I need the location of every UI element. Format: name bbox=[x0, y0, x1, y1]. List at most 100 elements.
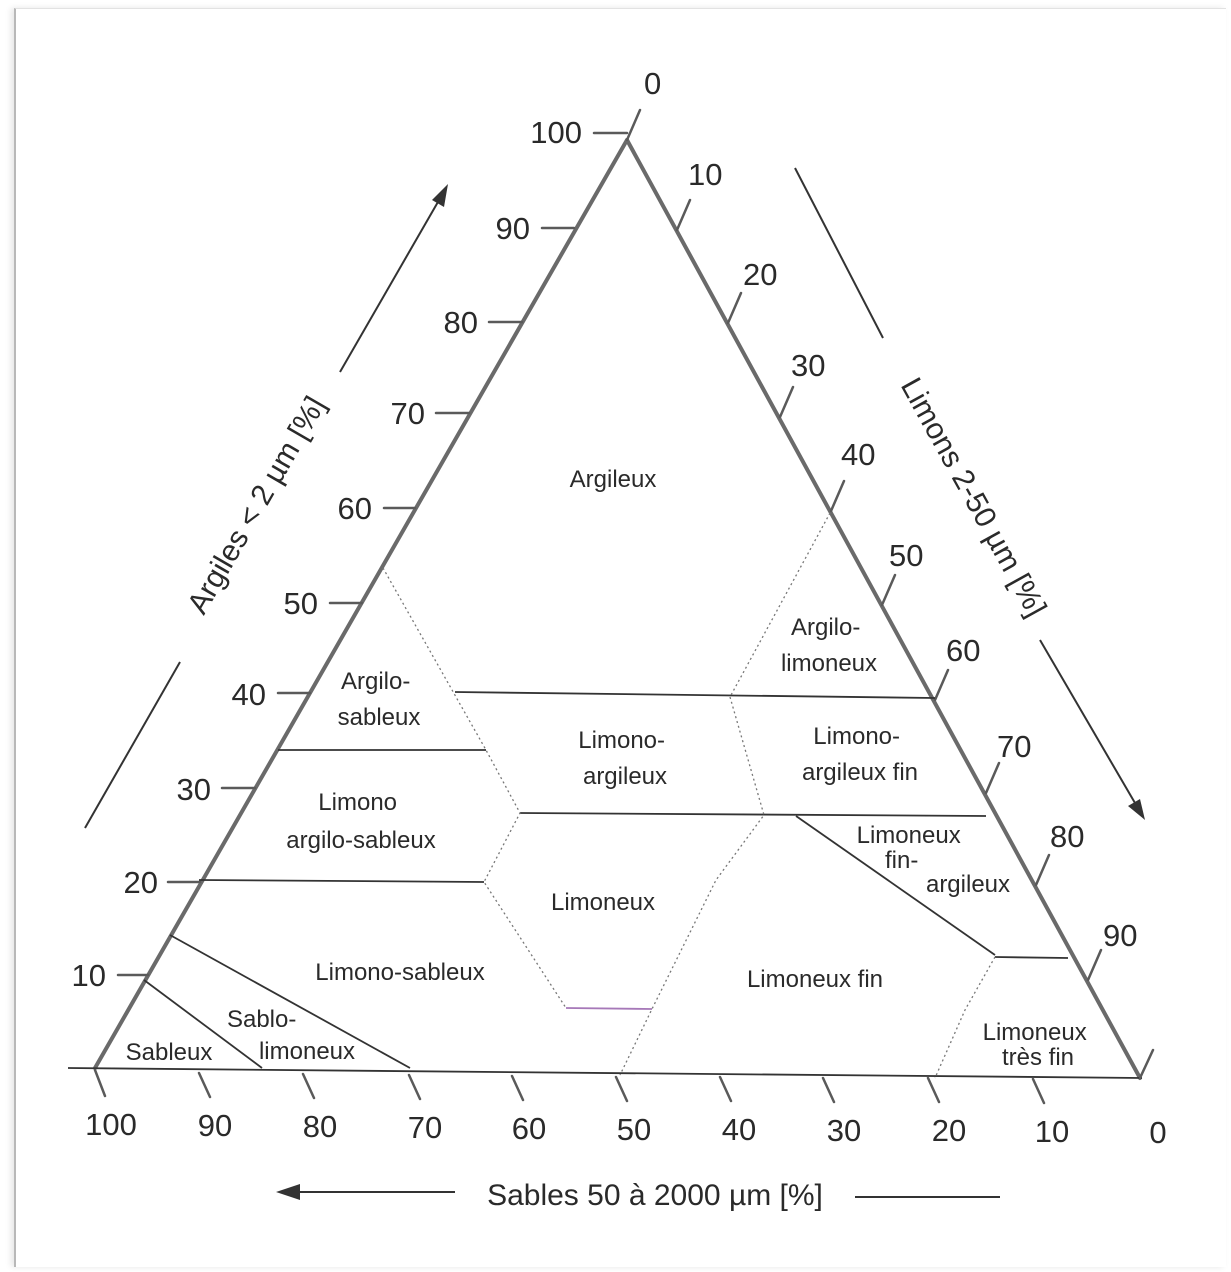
silt-arrow-lower bbox=[1039, 639, 1143, 816]
sand-ticks bbox=[93, 1068, 1046, 1105]
boundary-dotted-center bbox=[619, 696, 765, 1076]
clay-label-50: 50 bbox=[284, 586, 318, 621]
clay-tick-labels: 10 20 30 40 50 60 70 80 90 100 bbox=[72, 115, 582, 993]
class-boundaries-dotted bbox=[382, 512, 996, 1079]
region-limono-argilo-sableux: Limono argilo-sableux bbox=[286, 789, 435, 854]
boundary-dotted-left bbox=[382, 567, 567, 1009]
region-argilo-sableux: Argilo- sableux bbox=[338, 668, 421, 731]
sand-label-90: 90 bbox=[198, 1108, 232, 1143]
region-limoneux-tres-fin-line-1: Limoneux bbox=[983, 1019, 1087, 1046]
boundary-limoneux-bottom bbox=[565, 1007, 653, 1010]
boundary-40-clay bbox=[454, 691, 936, 699]
sand-label-80: 80 bbox=[303, 1109, 337, 1144]
region-limoneux-fin-argileux-line-3: argileux bbox=[926, 871, 1010, 898]
clay-label-10: 10 bbox=[72, 958, 106, 993]
silt-axis-title: Limons 2-50 µm [%] bbox=[894, 372, 1052, 622]
silt-tick-90 bbox=[1086, 948, 1103, 982]
clay-label-30: 30 bbox=[177, 772, 211, 807]
silt-label-50: 50 bbox=[889, 538, 923, 573]
silt-tick-labels: 0 10 20 30 40 50 60 70 80 90 bbox=[644, 66, 1137, 953]
region-argilo-limoneux-line-2: limoneux bbox=[781, 650, 877, 677]
sand-tick-labels: 100 90 80 70 60 50 40 30 20 10 0 bbox=[85, 1107, 1166, 1150]
boundary-sablo-limoneux-left bbox=[143, 979, 263, 1069]
silt-label-30: 30 bbox=[791, 348, 825, 383]
region-limoneux-fin-line: Limoneux fin bbox=[747, 966, 883, 993]
sand-tick-50 bbox=[614, 1075, 629, 1103]
region-limoneux-fin-argileux-line-1: Limoneux bbox=[857, 822, 961, 849]
axis-arrows bbox=[84, 167, 1145, 1200]
silt-tick-0 bbox=[625, 108, 642, 142]
sand-axis-title: Sables 50 à 2000 µm [%] bbox=[487, 1179, 823, 1212]
sand-tick-30 bbox=[821, 1076, 836, 1104]
silt-tick-30 bbox=[778, 385, 795, 419]
region-limono-argileux-fin: Limono- argileux fin bbox=[802, 723, 918, 786]
clay-label-90: 90 bbox=[496, 211, 530, 246]
region-sableux: Sableux bbox=[126, 1039, 213, 1066]
triangle-outline bbox=[67, 138, 1143, 1080]
sand-tick-60 bbox=[510, 1074, 525, 1102]
class-boundaries-solid bbox=[143, 691, 1069, 1069]
region-limono-argilo-sableux-line-2: argilo-sableux bbox=[286, 827, 435, 854]
silt-label-40: 40 bbox=[841, 437, 875, 472]
sand-tick-90 bbox=[197, 1071, 212, 1099]
region-argilo-limoneux-line-1: Argilo- bbox=[791, 614, 860, 641]
region-argilo-sableux-line-1: Argilo- bbox=[341, 668, 410, 695]
texture-class-labels: Argileux Argilo- limoneux Argilo- sableu… bbox=[126, 466, 1094, 1071]
silt-arrow-head bbox=[1128, 799, 1145, 820]
sand-label-30: 30 bbox=[827, 1113, 861, 1148]
sand-label-20: 20 bbox=[932, 1113, 966, 1148]
region-argileux: Argileux bbox=[570, 466, 657, 493]
clay-label-80: 80 bbox=[444, 305, 478, 340]
silt-tick-20 bbox=[726, 291, 743, 325]
region-argileux-line: Argileux bbox=[570, 466, 657, 493]
silt-tick-40 bbox=[829, 479, 846, 513]
clay-arrow-head bbox=[432, 184, 448, 207]
region-limono-argileux-fin-line-2: argileux fin bbox=[802, 759, 918, 786]
sand-arrow-head bbox=[276, 1184, 300, 1200]
silt-label-60: 60 bbox=[946, 633, 980, 668]
region-limoneux-fin: Limoneux fin bbox=[747, 966, 883, 993]
silt-label-0: 0 bbox=[644, 66, 661, 101]
sand-axis-edge bbox=[67, 1067, 1143, 1079]
boundary-limoneux-fin-argileux bbox=[795, 815, 996, 956]
sand-tick-100 bbox=[93, 1068, 107, 1098]
region-limoneux-tres-fin: Limoneux très fin bbox=[983, 1019, 1094, 1071]
clay-label-20: 20 bbox=[124, 865, 158, 900]
clay-label-60: 60 bbox=[338, 491, 372, 526]
sand-label-100: 100 bbox=[85, 1107, 137, 1142]
silt-label-10: 10 bbox=[688, 157, 722, 192]
silt-tick-10 bbox=[675, 198, 692, 232]
clay-label-40: 40 bbox=[232, 677, 266, 712]
silt-ticks bbox=[625, 108, 1155, 1080]
silt-tick-100 bbox=[1138, 1048, 1155, 1080]
region-limono-argileux-line-1: Limono- bbox=[578, 727, 665, 754]
clay-arrow-lower bbox=[84, 661, 181, 829]
region-limono-sableux-line: Limono-sableux bbox=[315, 959, 484, 986]
boundary-tres-fin-top bbox=[994, 956, 1069, 959]
sand-tick-20 bbox=[926, 1076, 941, 1104]
silt-axis-edge bbox=[625, 138, 1142, 1080]
region-limoneux-fin-argileux: Limoneux fin- argileux bbox=[857, 822, 1010, 898]
silt-tick-80 bbox=[1034, 853, 1051, 887]
region-limoneux-tres-fin-line-2: très fin bbox=[1002, 1044, 1074, 1071]
silt-label-80: 80 bbox=[1050, 819, 1084, 854]
sand-label-60: 60 bbox=[512, 1111, 546, 1146]
clay-arrow-upper bbox=[339, 187, 447, 373]
sand-tick-70 bbox=[407, 1073, 422, 1101]
silt-tick-70 bbox=[984, 761, 1001, 795]
boundary-30-clay bbox=[519, 812, 987, 817]
region-limono-argilo-sableux-line-1: Limono bbox=[318, 789, 397, 816]
region-argilo-sableux-line-2: sableux bbox=[338, 704, 421, 731]
silt-tick-60 bbox=[933, 668, 950, 702]
sand-tick-10 bbox=[1031, 1077, 1046, 1105]
clay-ticks bbox=[116, 131, 629, 977]
region-limono-argileux-fin-line-1: Limono- bbox=[813, 723, 900, 750]
silt-arrow-upper bbox=[794, 167, 884, 339]
silt-label-20: 20 bbox=[743, 257, 777, 292]
region-argilo-limoneux: Argilo- limoneux bbox=[781, 614, 877, 677]
sand-label-70: 70 bbox=[408, 1110, 442, 1145]
sand-tick-40 bbox=[718, 1075, 733, 1103]
figure-frame bbox=[14, 8, 1226, 1267]
clay-label-100: 100 bbox=[530, 115, 582, 150]
